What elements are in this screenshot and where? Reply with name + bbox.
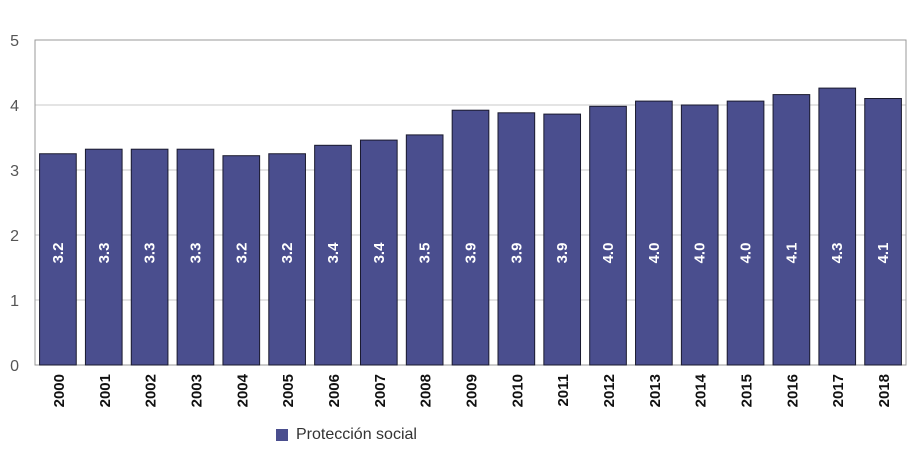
bar-value-label: 4.0 bbox=[738, 243, 755, 264]
y-tick-label: 0 bbox=[10, 358, 19, 375]
legend-label: Protección social bbox=[296, 426, 417, 443]
x-tick-label: 2014 bbox=[693, 373, 710, 407]
bar bbox=[772, 94, 811, 366]
bar bbox=[359, 139, 398, 366]
bar bbox=[864, 98, 902, 366]
x-tick-label: 2006 bbox=[326, 374, 343, 407]
x-tick-label: 2011 bbox=[555, 374, 572, 407]
x-tick-label: 2001 bbox=[97, 374, 114, 407]
x-tick-label: 2009 bbox=[464, 374, 481, 407]
x-tick-label: 2012 bbox=[601, 374, 618, 407]
bar bbox=[314, 144, 352, 366]
bar-value-label: 3.2 bbox=[233, 243, 250, 264]
bar bbox=[818, 87, 857, 366]
bar-value-label: 4.0 bbox=[692, 243, 709, 264]
x-tick-label: 2008 bbox=[418, 374, 435, 407]
x-tick-label: 2002 bbox=[143, 374, 160, 407]
y-tick-label: 1 bbox=[10, 293, 19, 310]
bar-value-label: 3.3 bbox=[96, 243, 113, 264]
x-tick-label: 2010 bbox=[509, 374, 526, 407]
bar bbox=[130, 148, 169, 366]
y-tick-label: 4 bbox=[10, 98, 19, 115]
x-tick-label: 2018 bbox=[876, 374, 893, 407]
x-tick-label: 2013 bbox=[647, 374, 664, 407]
bar-value-label: 3.5 bbox=[417, 243, 434, 264]
bar-value-label: 3.2 bbox=[50, 243, 67, 264]
x-tick-label: 2015 bbox=[739, 374, 756, 407]
y-tick-label: 3 bbox=[10, 163, 19, 180]
bar bbox=[176, 148, 215, 366]
legend: Protección social bbox=[276, 426, 417, 444]
x-tick-label: 2007 bbox=[372, 374, 389, 407]
bar-value-label: 4.1 bbox=[783, 243, 800, 264]
y-tick-label: 5 bbox=[10, 33, 19, 50]
bar bbox=[589, 105, 627, 366]
bar bbox=[405, 134, 444, 366]
bar-value-label: 4.3 bbox=[829, 243, 846, 264]
bar bbox=[543, 113, 582, 366]
bar-value-label: 4.0 bbox=[600, 243, 617, 264]
bar-value-label: 4.1 bbox=[875, 243, 892, 264]
bar bbox=[39, 153, 77, 366]
bar bbox=[497, 112, 536, 366]
bar bbox=[680, 104, 719, 366]
bar bbox=[84, 148, 123, 366]
x-tick-label: 2016 bbox=[784, 374, 801, 407]
bar bbox=[268, 153, 306, 366]
bar-value-label: 3.4 bbox=[325, 242, 342, 264]
bar bbox=[451, 109, 490, 366]
x-tick-label: 2004 bbox=[234, 373, 251, 407]
bar-value-label: 3.2 bbox=[279, 243, 296, 264]
y-tick-label: 2 bbox=[10, 228, 19, 245]
legend-swatch bbox=[276, 429, 288, 441]
bar-value-label: 3.3 bbox=[142, 243, 159, 264]
bar bbox=[222, 155, 261, 366]
x-tick-label: 2000 bbox=[51, 374, 68, 407]
bar-value-label: 3.4 bbox=[371, 242, 388, 264]
x-tick-label: 2005 bbox=[280, 374, 297, 407]
bar-value-label: 3.3 bbox=[187, 243, 204, 264]
x-tick-label: 2003 bbox=[188, 374, 205, 407]
bar-value-label: 3.9 bbox=[554, 243, 571, 264]
bar-value-label: 4.0 bbox=[646, 243, 663, 264]
bar-value-label: 3.9 bbox=[463, 243, 480, 264]
bar bbox=[635, 100, 673, 366]
x-tick-label: 2017 bbox=[830, 374, 847, 407]
bar-value-label: 3.9 bbox=[508, 243, 525, 264]
bar bbox=[726, 100, 765, 366]
